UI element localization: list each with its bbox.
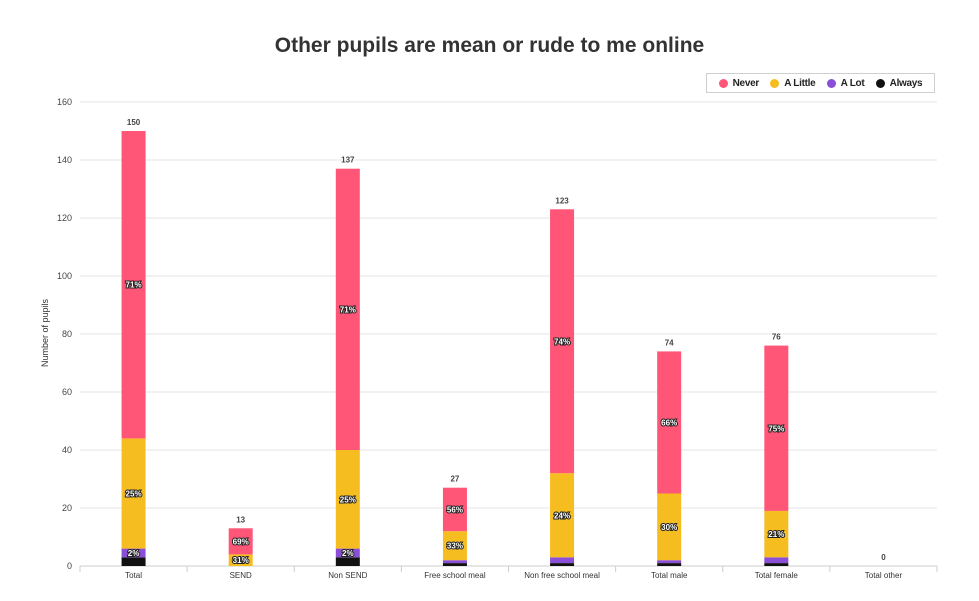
data-label: 25% <box>126 490 142 499</box>
y-tick-label: 100 <box>57 271 72 281</box>
x-tick-label: Free school meal <box>424 571 486 580</box>
data-label: 24% <box>554 511 570 520</box>
data-label: 74% <box>554 337 570 346</box>
data-label: 31% <box>233 556 249 565</box>
total-label: 150 <box>127 118 141 127</box>
x-tick-label: SEND <box>230 571 252 580</box>
total-label: 137 <box>341 156 355 165</box>
bar-segment-never[interactable] <box>764 345 789 511</box>
bar-segment-a-lot[interactable] <box>550 557 575 564</box>
bar-segment-never[interactable] <box>657 351 682 494</box>
legend-swatch-a-little <box>770 78 780 88</box>
chart-title: Other pupils are mean or rude to me onli… <box>274 34 705 57</box>
data-label: 2% <box>128 549 140 558</box>
bar-segment-a-little[interactable] <box>657 493 682 561</box>
y-tick-label: 120 <box>57 213 72 223</box>
legend-label-a-little: A Little <box>784 77 816 89</box>
legend-item-a-little[interactable]: A Little <box>770 77 816 89</box>
data-label: 33% <box>447 542 463 551</box>
x-tick-label: Total male <box>651 571 688 580</box>
data-label: 69% <box>233 537 249 546</box>
total-label: 27 <box>450 475 459 484</box>
total-label: 123 <box>555 196 569 205</box>
bar-segment-always[interactable] <box>335 557 360 566</box>
bar-segment-never[interactable] <box>550 209 575 474</box>
total-label: 0 <box>881 553 886 562</box>
y-tick-label: 40 <box>62 445 72 455</box>
bar-segment-never[interactable] <box>121 131 146 439</box>
legend-item-always[interactable]: Always <box>875 77 923 89</box>
bar-segment-a-lot[interactable] <box>442 560 467 564</box>
legend-label-never: Never <box>732 77 760 89</box>
legend-item-a-lot[interactable]: A Lot <box>826 77 865 89</box>
y-axis-label: Number of pupils <box>40 298 50 367</box>
x-tick-label: Total other <box>865 571 903 580</box>
bar-segment-a-lot[interactable] <box>335 548 360 558</box>
bar-segment-a-little[interactable] <box>550 473 575 558</box>
data-label: 2% <box>342 549 354 558</box>
bar-segment-a-little[interactable] <box>228 554 253 566</box>
bar-segment-never[interactable] <box>228 528 253 555</box>
y-tick-label: 60 <box>62 387 72 397</box>
data-label: 56% <box>447 505 463 514</box>
y-tick-label: 140 <box>57 155 72 165</box>
x-tick-label: Non SEND <box>328 571 367 580</box>
y-tick-label: 160 <box>57 97 72 107</box>
bar-segment-always[interactable] <box>764 563 789 566</box>
total-label: 13 <box>236 515 245 524</box>
bar-segment-always[interactable] <box>657 563 682 566</box>
data-label: 66% <box>661 418 677 427</box>
y-tick-label: 20 <box>62 503 72 513</box>
x-tick-label: Non free school meal <box>524 571 600 580</box>
bar-segment-always[interactable] <box>550 563 575 566</box>
bar-segment-a-little[interactable] <box>764 510 789 558</box>
x-tick-label: Total female <box>755 571 799 580</box>
legend-swatch-a-lot <box>826 78 836 88</box>
data-label: 71% <box>340 305 356 314</box>
bar-segment-always[interactable] <box>121 557 146 566</box>
bar-segment-a-little[interactable] <box>442 531 467 561</box>
legend-label-always: Always <box>889 77 923 89</box>
total-label: 76 <box>772 333 781 342</box>
bar-segment-a-little[interactable] <box>335 450 360 549</box>
data-label: 21% <box>768 530 784 539</box>
bar-segment-never[interactable] <box>442 487 467 532</box>
chart-legend: Never A Little A Lot Always <box>706 73 935 93</box>
legend-item-never[interactable]: Never <box>718 77 760 89</box>
data-label: 25% <box>340 495 356 504</box>
bar-segment-never[interactable] <box>335 168 360 450</box>
x-tick-label: Total <box>125 571 142 580</box>
bar-segment-a-little[interactable] <box>121 438 146 549</box>
data-label: 75% <box>768 424 784 433</box>
data-label: 71% <box>126 281 142 290</box>
total-label: 74 <box>665 338 674 347</box>
bar-segment-a-lot[interactable] <box>657 560 682 564</box>
legend-swatch-never <box>718 78 728 88</box>
y-tick-label: 80 <box>62 329 72 339</box>
data-label: 30% <box>661 523 677 532</box>
y-tick-label: 0 <box>67 561 72 571</box>
legend-swatch-always <box>875 78 885 88</box>
bar-segment-always[interactable] <box>442 563 467 566</box>
bar-segment-a-lot[interactable] <box>764 557 789 564</box>
legend-label-a-lot: A Lot <box>840 77 865 89</box>
bar-segment-a-lot[interactable] <box>121 548 146 558</box>
